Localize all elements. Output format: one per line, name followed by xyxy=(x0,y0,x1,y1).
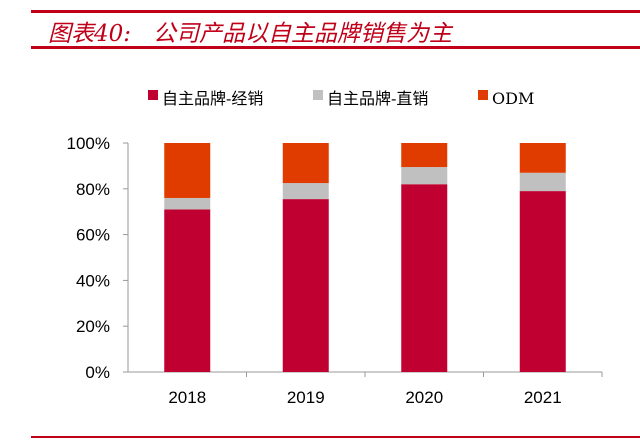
legend-label: 自主品牌-经销 xyxy=(162,89,263,108)
x-tick-label: 2018 xyxy=(168,388,206,407)
bottom-rule xyxy=(31,436,640,438)
bar-segment-2020-0 xyxy=(401,184,448,372)
bar-segment-2021-1 xyxy=(519,172,566,192)
bar-segment-2018-2 xyxy=(164,143,211,198)
y-tick-label: 0% xyxy=(85,363,110,382)
title-top-rule xyxy=(31,10,640,13)
y-tick-label: 20% xyxy=(76,317,110,336)
title-bottom-rule xyxy=(31,46,640,49)
bar-segment-2021-0 xyxy=(519,191,566,372)
legend-swatch xyxy=(313,90,323,100)
bar-segment-2018-0 xyxy=(164,209,211,372)
bar-segment-2018-1 xyxy=(164,197,211,210)
y-tick-label: 100% xyxy=(67,134,110,153)
x-tick-label: 2020 xyxy=(405,388,443,407)
bar-segment-2019-2 xyxy=(282,143,329,184)
legend-swatch xyxy=(148,90,158,100)
legend-label: 自主品牌-直销 xyxy=(327,89,428,108)
y-tick-label: 60% xyxy=(76,226,110,245)
legend-swatch xyxy=(478,90,488,100)
bar-segment-2019-0 xyxy=(282,199,329,372)
bar-segment-2019-1 xyxy=(282,183,329,200)
y-tick-label: 80% xyxy=(76,180,110,199)
bar-segment-2020-1 xyxy=(401,167,448,185)
y-tick-label: 40% xyxy=(76,271,110,290)
x-tick-label: 2019 xyxy=(287,388,325,407)
figure-title: 图表40: 公司产品以自主品牌销售为主 xyxy=(48,21,452,47)
bar-segment-2020-2 xyxy=(401,143,448,168)
legend-label: ODM xyxy=(492,89,534,108)
x-tick-label: 2021 xyxy=(524,388,562,407)
bar-segment-2021-2 xyxy=(519,143,566,173)
